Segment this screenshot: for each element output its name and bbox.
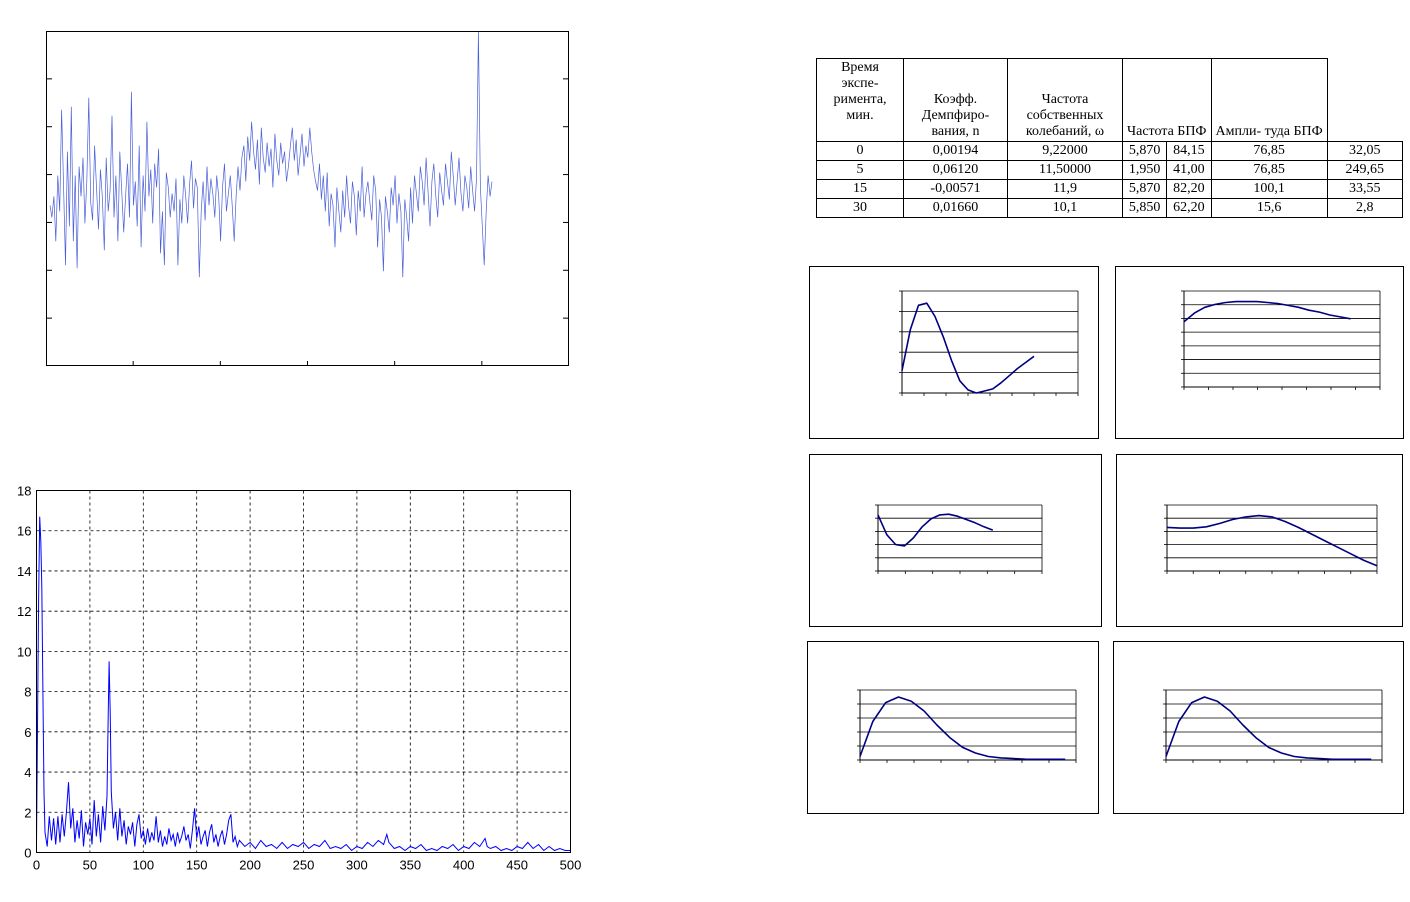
header-fft-frequency: Частота БПФ [1122, 58, 1212, 142]
cell: 5,850 [1121, 198, 1168, 218]
cell: 9,22000 [1007, 141, 1123, 161]
spectrum-x-tick-label: 350 [399, 858, 421, 873]
mini-chart-6-plot [1163, 689, 1383, 763]
spectrum-x-tick-label: 400 [453, 858, 475, 873]
spectrum-chart: 0 50 100 150 200 250 300 350 400 450 500 0 2 4 6 8 10 12 1… [17, 484, 581, 873]
table-row: 0 0,00194 9,22000 5,870 84,15 76,85 32,0… [816, 141, 1403, 161]
spectrum-y-tick-label: 0 [24, 846, 31, 861]
spectrum-y-tick-label: 10 [17, 644, 31, 659]
mini-chart-2-plot [1181, 290, 1381, 390]
table-row: 30 0,01660 10,1 5,850 62,20 15,6 2,8 [816, 198, 1403, 218]
signal-ticks [47, 78, 568, 366]
spectrum-frame [36, 490, 571, 853]
mini-chart-2 [1115, 266, 1404, 439]
cell: 0,06120 [903, 160, 1008, 180]
cell: 32,05 [1326, 141, 1403, 161]
cell: 62,20 [1166, 198, 1212, 218]
mini-chart-3 [809, 454, 1102, 627]
cell: 0 [816, 141, 904, 161]
cell: 11,9 [1007, 179, 1123, 199]
cell: 1,950 [1121, 160, 1168, 180]
mini-chart-4-plot [1164, 504, 1378, 574]
spectrum-y-tick-label: 12 [17, 604, 31, 619]
cell: 0,00194 [903, 141, 1008, 161]
cell: 41,00 [1166, 160, 1212, 180]
signal-chart [46, 31, 569, 366]
mini5-series-line [859, 696, 1066, 761]
cell: 2,8 [1326, 198, 1403, 218]
spectrum-x-tick-label: 200 [239, 858, 261, 873]
spectrum-y-tick-label: 4 [24, 765, 31, 780]
cell: 76,85 [1210, 160, 1328, 180]
cell: 33,55 [1326, 179, 1403, 199]
header-fft-amplitude: Ампли- туда БПФ [1210, 58, 1328, 142]
cell: 15,6 [1210, 198, 1328, 218]
signal-frame [46, 31, 569, 366]
spectrum-y-tick-label: 16 [17, 524, 31, 539]
spectrum-y-tick-label: 2 [24, 805, 31, 820]
spectrum-series-line [36, 516, 571, 852]
spectrum-y-tick-label: 6 [24, 725, 31, 740]
cell: 76,85 [1210, 141, 1328, 161]
mini-chart-5-plot [857, 689, 1077, 763]
mini-chart-5 [807, 641, 1099, 814]
table-row: 15 -0,00571 11,9 5,870 82,20 100,1 33,55 [816, 179, 1403, 199]
spectrum-x-tick-label: 0 [33, 858, 40, 873]
cell: 15 [816, 179, 904, 199]
spectrum-x-tick-label: 50 [83, 858, 97, 873]
header-damping: Коэфф. Демпфиро- вания, n [903, 58, 1008, 142]
cell: 249,65 [1326, 160, 1403, 180]
spectrum-x-tick-label: 100 [132, 858, 154, 873]
mini-chart-1 [809, 266, 1099, 439]
mini6-series-line [1165, 696, 1372, 761]
spectrum-x-tick-label: 300 [346, 858, 368, 873]
spectrum-x-tick-label: 500 [560, 858, 582, 873]
cell: 100,1 [1210, 179, 1328, 199]
cell: 0,01660 [903, 198, 1008, 218]
spectrum-y-tick-label: 8 [24, 685, 31, 700]
cell: 11,50000 [1007, 160, 1123, 180]
cell: 84,15 [1166, 141, 1212, 161]
cell: 30 [816, 198, 904, 218]
table-header-row: Время экспе- римента, мин. Коэфф. Демпфи… [816, 58, 1403, 142]
mini4-series-line [1166, 514, 1378, 567]
spectrum-y-tick-label: 14 [17, 564, 31, 579]
spectrum-x-tick-label: 150 [186, 858, 208, 873]
spectrum-grid [36, 490, 571, 853]
header-natural-frequency: Частота собственных колебаний, ω [1007, 58, 1123, 142]
mini-chart-4 [1116, 454, 1403, 627]
cell: 5,870 [1121, 179, 1168, 199]
mini3-series-line [877, 513, 994, 547]
results-table: Время экспе- римента, мин. Коэфф. Демпфи… [816, 58, 1403, 218]
table-row: 5 0,06120 11,50000 1,950 41,00 76,85 249… [816, 160, 1403, 180]
cell: 5,870 [1121, 141, 1168, 161]
mini2-series-line [1183, 300, 1351, 323]
signal-series-line [49, 31, 493, 278]
spectrum-x-tick-label: 450 [506, 858, 528, 873]
mini-chart-6 [1113, 641, 1404, 814]
cell: 10,1 [1007, 198, 1123, 218]
cell: 82,20 [1166, 179, 1212, 199]
spectrum-y-tick-label: 18 [17, 484, 31, 499]
cell: -0,00571 [903, 179, 1008, 199]
header-time: Время экспе- римента, мин. [816, 58, 904, 142]
mini1-series-line [901, 302, 1035, 394]
spectrum-x-tick-label: 250 [293, 858, 315, 873]
header-empty [1327, 59, 1402, 142]
spectrum-tick-labels: 0 50 100 150 200 250 300 350 400 450 500 0 2 4 6 8 10 12 1… [17, 484, 581, 873]
cell: 5 [816, 160, 904, 180]
mini-chart-1-plot [899, 290, 1079, 396]
mini-chart-3-plot [875, 504, 1043, 574]
